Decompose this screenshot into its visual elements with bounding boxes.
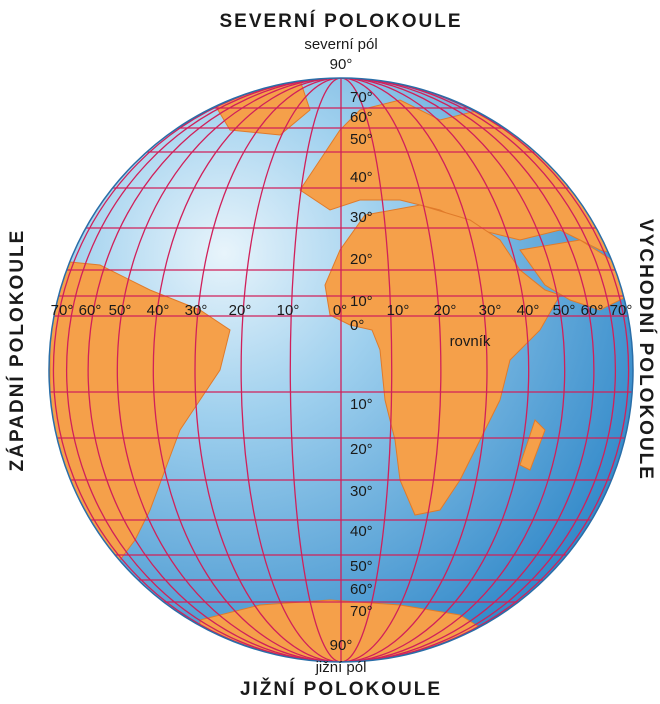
- latitude-label: 60°: [350, 581, 373, 598]
- longitude-label: 40°: [517, 302, 540, 319]
- madagascar: [519, 419, 546, 471]
- longitude-label: 30°: [479, 302, 502, 319]
- latitude-label: 60°: [350, 109, 373, 126]
- west-hemisphere-title: ZÁPADNÍ POLOKOULE: [6, 229, 28, 472]
- latitude-label: 10°: [350, 293, 373, 310]
- equator-label: rovník: [450, 333, 491, 350]
- meridian: [116, 78, 566, 662]
- latitude-label: 70°: [350, 603, 373, 620]
- longitude-label: 50°: [109, 302, 132, 319]
- latitude-label: 40°: [350, 523, 373, 540]
- longitude-label: 50°: [553, 302, 576, 319]
- south-pole-label: jižní pól: [315, 659, 367, 676]
- meridian: [240, 78, 442, 662]
- south-hemisphere-title: JIŽNÍ POLOKOULE: [240, 678, 442, 700]
- latitude-label: 30°: [350, 483, 373, 500]
- longitude-label: 10°: [277, 302, 300, 319]
- south-pole-degree: 90°: [330, 637, 353, 654]
- latitude-label: 30°: [350, 209, 373, 226]
- longitude-label: 70°: [51, 302, 74, 319]
- latitude-label: 10°: [350, 396, 373, 413]
- latitude-label: 20°: [350, 441, 373, 458]
- longitude-label: 60°: [79, 302, 102, 319]
- north-hemisphere-title: SEVERNÍ POLOKOULE: [219, 10, 462, 32]
- prime-meridian-label: 0°: [333, 302, 347, 319]
- east-hemisphere-title: VYCHODNÍ POLOKOULE: [635, 219, 657, 481]
- meridian: [87, 78, 595, 662]
- meridian: [289, 78, 393, 662]
- meridian: [194, 78, 488, 662]
- equator-latitude-label: 0°: [350, 317, 364, 334]
- globe-outline: [48, 77, 634, 663]
- longitude-label: 20°: [434, 302, 457, 319]
- longitude-label: 40°: [147, 302, 170, 319]
- north-pole-label: severní pól: [304, 36, 377, 53]
- meridian: [65, 78, 617, 662]
- longitude-label: 60°: [581, 302, 604, 319]
- north-pole-degree: 90°: [330, 56, 353, 73]
- longitude-label: 10°: [387, 302, 410, 319]
- longitude-label: 30°: [185, 302, 208, 319]
- latitude-label: 50°: [350, 558, 373, 575]
- latitude-label: 70°: [350, 89, 373, 106]
- longitude-label: 20°: [229, 302, 252, 319]
- latitude-label: 40°: [350, 169, 373, 186]
- longitude-label: 70°: [610, 302, 633, 319]
- meridian: [152, 78, 530, 662]
- meridian: [52, 78, 630, 662]
- latitude-label: 20°: [350, 251, 373, 268]
- europe: [299, 99, 633, 261]
- latitude-label: 50°: [350, 131, 373, 148]
